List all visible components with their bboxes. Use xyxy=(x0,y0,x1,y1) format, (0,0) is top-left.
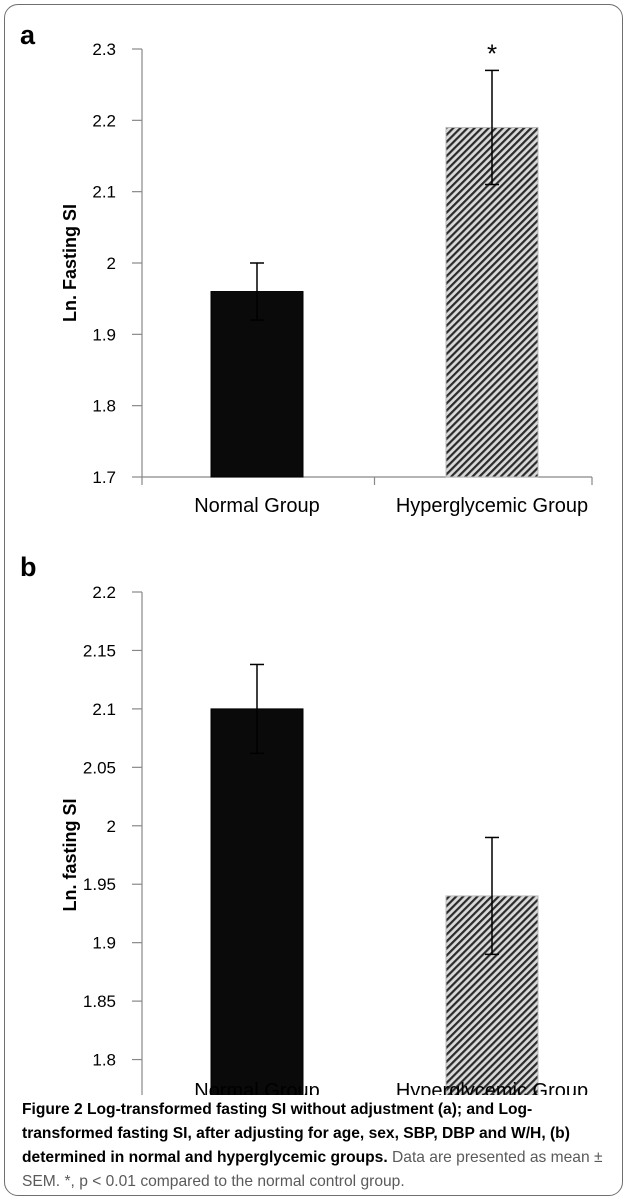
y-axis-label: Ln. fasting SI xyxy=(60,798,80,911)
y-tick-label: 2.2 xyxy=(92,583,116,602)
y-tick-label: 1.85 xyxy=(83,992,116,1011)
x-category-label: Hyperglycemic Group xyxy=(396,1080,588,1095)
chart-panel-a: a 1.7 1.8 1.9 2 2.1 2.2 2.3 Normal Group * Hypergl… xyxy=(20,20,593,517)
x-category-label: Normal Group xyxy=(194,495,320,517)
y-tick-label: 2.2 xyxy=(92,111,116,130)
y-axis-label: Ln. Fasting SI xyxy=(60,204,80,322)
y-tick-label: 1.8 xyxy=(92,397,116,416)
y-tick-label: 2.1 xyxy=(92,183,116,202)
chart-panel-b: b1.751.81.851.91.9522.052.12.152.2Normal… xyxy=(20,552,588,1095)
y-tick-label: 2 xyxy=(107,817,116,836)
caption-title: Figure 2 Log-transformed fasting SI with… xyxy=(22,1101,570,1166)
y-tick-label: 2.15 xyxy=(83,641,116,660)
y-tick-label: 1.8 xyxy=(92,1051,116,1070)
y-tick-label: 1.9 xyxy=(92,325,116,344)
panel-letter: b xyxy=(20,552,37,582)
y-tick-label: 1.9 xyxy=(92,934,116,953)
y-tick-label: 2.05 xyxy=(83,758,116,777)
y-tick-label: 1.7 xyxy=(92,468,116,487)
bar xyxy=(210,708,304,1095)
figure-caption: Figure 2 Log-transformed fasting SI with… xyxy=(22,1098,612,1194)
significance-marker: * xyxy=(487,38,497,68)
y-tick-label: 1.95 xyxy=(83,875,116,894)
caption-note: Data are presented as mean ± SEM. *, p <… xyxy=(22,1149,603,1190)
figure-frame xyxy=(4,4,623,1196)
panel-letter: a xyxy=(20,20,36,50)
y-tick-label: 2.3 xyxy=(92,40,116,59)
bar xyxy=(210,291,304,478)
x-category-label: Normal Group xyxy=(194,1080,320,1095)
y-tick-label: 2.1 xyxy=(92,700,116,719)
y-tick-label: 2 xyxy=(107,254,116,273)
x-category-label: Hyperglycemic Group xyxy=(396,495,588,517)
